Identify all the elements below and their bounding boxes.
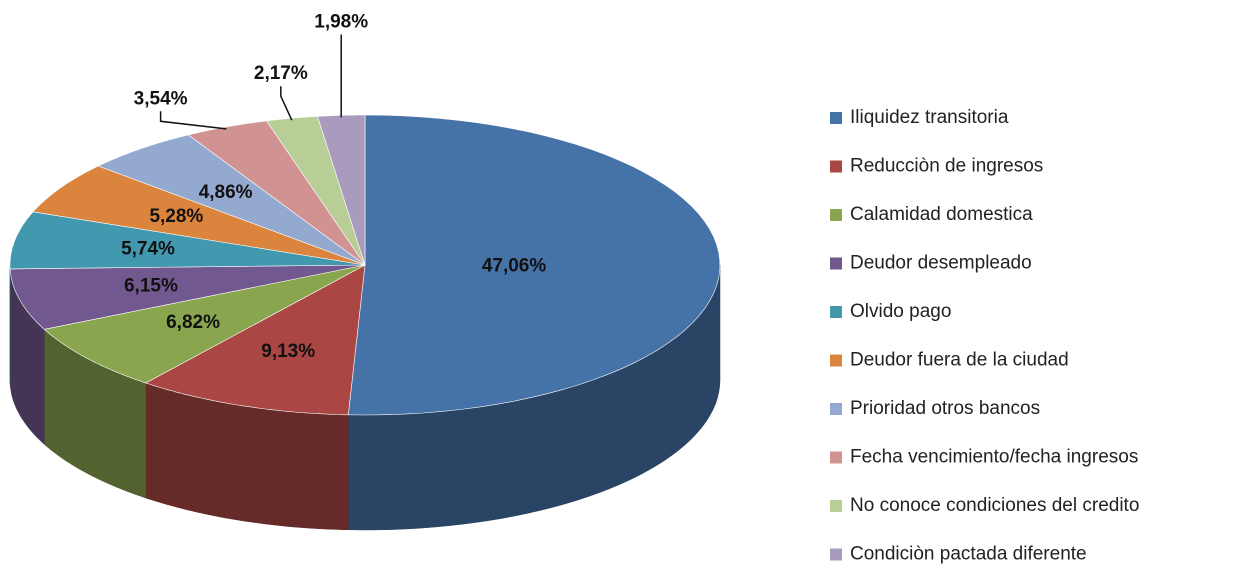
slice bbox=[265, 115, 366, 266]
slice bbox=[187, 120, 366, 266]
data-label: 3,54% bbox=[134, 88, 188, 109]
slice bbox=[32, 165, 366, 266]
slice bbox=[144, 264, 366, 416]
data-label: 47,06% bbox=[482, 255, 547, 276]
data-label: 5,28% bbox=[149, 206, 203, 227]
legend-swatch bbox=[830, 209, 842, 221]
slice bbox=[9, 211, 366, 270]
leader-line bbox=[159, 111, 227, 130]
slice bbox=[347, 114, 721, 416]
legend-label: Deudor desempleado bbox=[850, 253, 1032, 274]
leader-line bbox=[280, 86, 293, 121]
legend-label: Fecha vencimiento/fecha ingresos bbox=[850, 447, 1138, 468]
legend-label: Deudor fuera de la ciudad bbox=[850, 350, 1069, 371]
slice bbox=[97, 134, 366, 266]
legend-label: Calamidad domestica bbox=[850, 204, 1033, 225]
legend-swatch bbox=[830, 112, 842, 124]
legend-swatch bbox=[830, 354, 842, 367]
legend-swatch bbox=[830, 403, 842, 415]
legend-swatch bbox=[830, 500, 842, 512]
legend-swatch bbox=[830, 257, 842, 270]
data-label: 4,86% bbox=[199, 182, 253, 203]
data-label: 5,74% bbox=[121, 238, 175, 259]
legend-swatch bbox=[830, 548, 842, 561]
data-label: 2,17% bbox=[254, 63, 308, 84]
legend-label: No conoce condiciones del credito bbox=[850, 495, 1139, 516]
data-label: 1,98% bbox=[314, 12, 368, 33]
slice bbox=[9, 264, 366, 330]
legend-label: Olvido pago bbox=[850, 301, 951, 322]
data-label: 9,13% bbox=[261, 341, 315, 362]
data-label: 6,82% bbox=[166, 312, 220, 333]
legend-swatch bbox=[830, 306, 842, 318]
legend-swatch bbox=[830, 160, 842, 173]
legend-label: Condiciòn pactada diferente bbox=[850, 544, 1087, 565]
legend-label: Prioridad otros bancos bbox=[850, 398, 1040, 419]
legend-label: Iliquidez transitoria bbox=[850, 107, 1009, 128]
slice bbox=[43, 264, 366, 384]
data-label: 6,15% bbox=[124, 276, 178, 297]
legend-label: Reducciòn de ingresos bbox=[850, 156, 1043, 177]
legend-swatch bbox=[830, 451, 842, 464]
